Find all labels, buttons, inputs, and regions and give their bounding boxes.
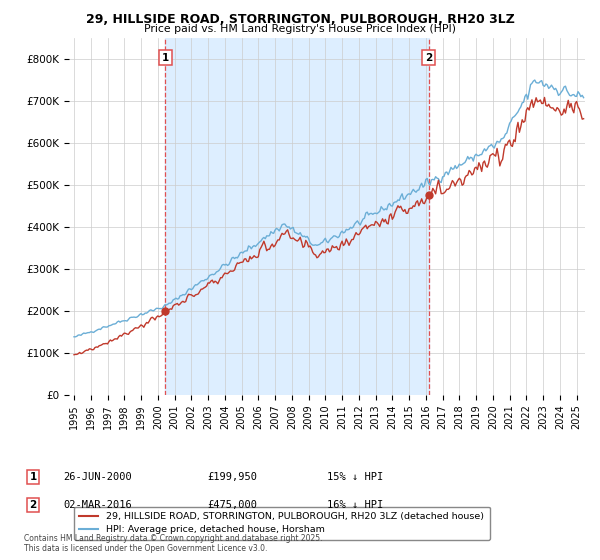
Text: 2: 2 xyxy=(425,53,432,63)
Text: 1: 1 xyxy=(162,53,169,63)
Text: 15% ↓ HPI: 15% ↓ HPI xyxy=(327,472,383,482)
Text: 02-MAR-2016: 02-MAR-2016 xyxy=(63,500,132,510)
Bar xyxy=(166,38,428,395)
Text: 29, HILLSIDE ROAD, STORRINGTON, PULBOROUGH, RH20 3LZ: 29, HILLSIDE ROAD, STORRINGTON, PULBOROU… xyxy=(86,13,514,26)
Text: 2: 2 xyxy=(29,500,37,510)
Text: Contains HM Land Registry data © Crown copyright and database right 2025.
This d: Contains HM Land Registry data © Crown c… xyxy=(24,534,323,553)
Text: 26-JUN-2000: 26-JUN-2000 xyxy=(63,472,132,482)
Text: Price paid vs. HM Land Registry's House Price Index (HPI): Price paid vs. HM Land Registry's House … xyxy=(144,24,456,34)
Text: 16% ↓ HPI: 16% ↓ HPI xyxy=(327,500,383,510)
Legend: 29, HILLSIDE ROAD, STORRINGTON, PULBOROUGH, RH20 3LZ (detached house), HPI: Aver: 29, HILLSIDE ROAD, STORRINGTON, PULBOROU… xyxy=(74,507,490,540)
Text: £475,000: £475,000 xyxy=(207,500,257,510)
Text: 1: 1 xyxy=(29,472,37,482)
Text: £199,950: £199,950 xyxy=(207,472,257,482)
